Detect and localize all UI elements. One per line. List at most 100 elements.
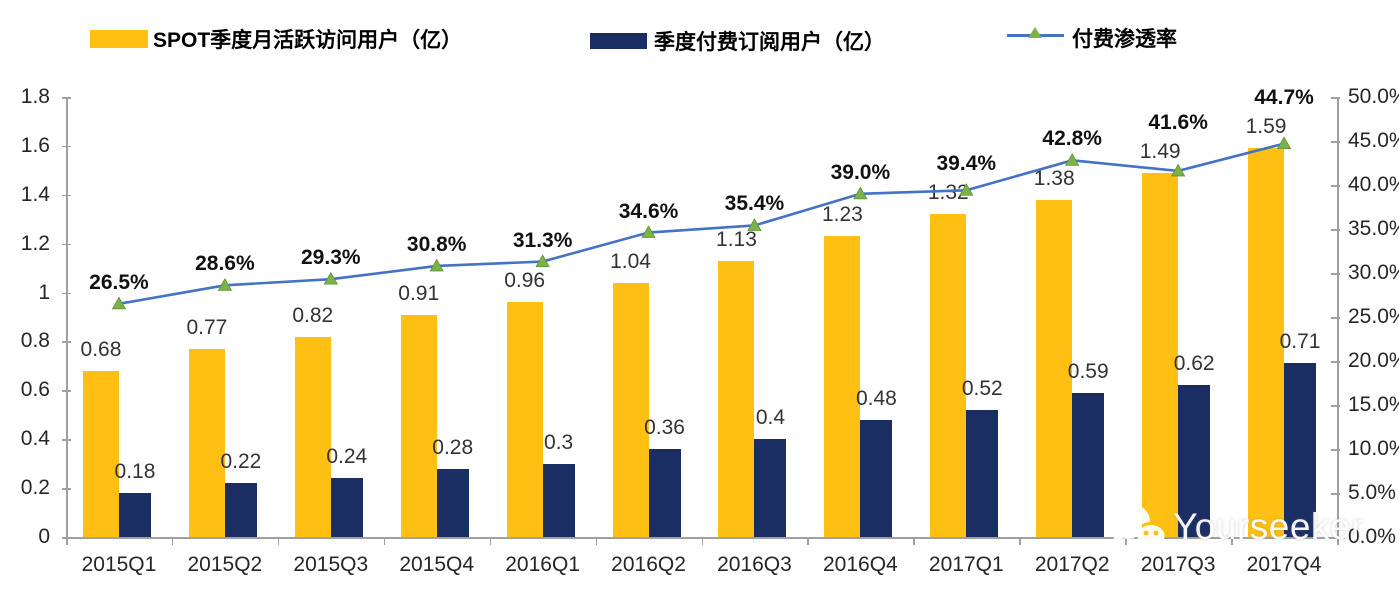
bar-label-mau-2017Q3: 1.49 <box>1139 139 1181 163</box>
line-marker-icon <box>429 258 444 272</box>
line-marker-icon <box>1065 153 1080 166</box>
line-marker-icon <box>323 271 338 285</box>
right-axis-tick <box>1331 317 1340 319</box>
penetration-line <box>118 142 1285 306</box>
x-axis-category-label: 2017Q2 <box>1034 553 1110 576</box>
penetration-label-2015Q4: 30.8% <box>406 232 467 256</box>
penetration-label-2017Q1: 39.4% <box>936 152 997 176</box>
bar-label-mau-2015Q3: 0.82 <box>292 303 334 327</box>
bar-mau-2016Q3 <box>718 260 755 537</box>
bar-subscribers-2016Q3 <box>754 439 787 537</box>
x-axis-category-label: 2016Q4 <box>823 553 898 576</box>
bar-label-subscribers-2015Q1: 0.18 <box>114 460 156 483</box>
left-axis-tick-label: 0.4 <box>20 427 50 451</box>
bar-label-mau-2015Q4: 0.91 <box>398 281 440 305</box>
bottom-axis-tick <box>807 537 809 545</box>
penetration-label-2016Q4: 39.0% <box>830 160 891 184</box>
line-marker-icon <box>217 278 233 291</box>
line-marker-icon <box>747 218 762 231</box>
right-axis-tick <box>1331 493 1340 495</box>
bar-label-subscribers-2016Q4: 0.48 <box>855 386 897 410</box>
bar-label-mau-2016Q3: 1.13 <box>716 227 757 251</box>
bottom-axis-line <box>66 537 1345 539</box>
bar-subscribers-2015Q3 <box>330 478 363 537</box>
bar-mau-2015Q4 <box>400 314 437 537</box>
x-axis-category-label: 2016Q3 <box>717 553 792 576</box>
right-axis-tick <box>1331 273 1340 275</box>
left-axis-tick <box>62 341 71 343</box>
bottom-axis-tick <box>489 537 492 545</box>
bottom-axis-tick <box>277 537 280 545</box>
penetration-label-2015Q3: 29.3% <box>301 246 361 270</box>
legend-triangle-marker-icon <box>1028 27 1042 38</box>
right-axis-tick-label: 20.0% <box>1348 349 1399 372</box>
bar-subscribers-2017Q1 <box>966 409 999 537</box>
bottom-axis-tick <box>383 537 386 545</box>
x-axis-category-label: 2015Q2 <box>187 553 263 576</box>
bar-subscribers-2016Q4 <box>860 419 893 537</box>
line-marker-icon <box>1276 136 1292 150</box>
bar-label-mau-2016Q4: 1.23 <box>821 203 863 227</box>
bar-label-subscribers-2015Q3: 0.24 <box>326 445 368 469</box>
right-axis-tick-label: 25.0% <box>1348 305 1399 328</box>
right-axis-tick-label: 15.0% <box>1348 393 1399 416</box>
bottom-axis-tick <box>171 537 174 545</box>
right-axis-tick-label: 0.0% <box>1348 525 1396 548</box>
legend-label-penetration: 付费渗透率 <box>1072 28 1177 51</box>
penetration-label-2016Q2: 34.6% <box>618 199 679 223</box>
left-axis-tick-label: 0.8 <box>20 329 50 353</box>
bar-label-subscribers-2017Q2: 0.59 <box>1067 359 1109 383</box>
bar-label-mau-2015Q1: 0.68 <box>80 337 122 361</box>
bar-subscribers-2017Q2 <box>1072 392 1105 537</box>
line-marker-icon <box>959 182 974 196</box>
left-axis-tick-label: 1.8 <box>20 85 50 108</box>
right-axis-tick-label: 30.0% <box>1348 261 1399 284</box>
penetration-label-2017Q4: 44.7% <box>1254 86 1314 110</box>
bar-mau-2017Q2 <box>1036 199 1073 537</box>
bar-subscribers-2017Q4 <box>1284 363 1317 537</box>
bar-subscribers-2015Q4 <box>436 468 469 537</box>
legend-item-mau: SPOT季度月活跃访问用户（亿） <box>90 24 462 54</box>
x-axis-category-label: 2016Q2 <box>611 553 686 576</box>
bottom-axis-tick <box>1019 537 1021 545</box>
bar-mau-2017Q4 <box>1248 148 1285 537</box>
legend-swatch-mau <box>90 30 148 48</box>
x-axis-category-label: 2017Q4 <box>1246 553 1322 576</box>
bar-label-subscribers-2017Q1: 0.52 <box>961 376 1003 400</box>
bar-subscribers-2015Q2 <box>224 483 257 537</box>
x-axis-category-label: 2015Q3 <box>293 553 369 576</box>
bottom-axis-tick <box>1337 537 1339 545</box>
penetration-label-2015Q1: 26.5% <box>89 270 149 294</box>
line-marker-icon <box>535 254 550 267</box>
right-axis-tick <box>1331 449 1340 451</box>
left-axis-tick <box>62 243 71 246</box>
penetration-label-2017Q3: 41.6% <box>1148 110 1208 134</box>
right-axis-tick <box>1331 97 1340 99</box>
line-marker-icon <box>641 225 656 238</box>
left-axis-tick <box>62 292 71 295</box>
left-axis-tick-label: 0.6 <box>20 378 50 402</box>
penetration-label-2015Q2: 28.6% <box>195 252 255 276</box>
bar-label-mau-2017Q2: 1.38 <box>1033 166 1075 190</box>
bottom-axis-tick <box>595 537 598 545</box>
x-axis-category-label: 2017Q3 <box>1140 553 1216 576</box>
line-marker-icon <box>111 296 127 310</box>
right-axis-tick-label: 10.0% <box>1348 437 1399 460</box>
left-axis-line <box>66 97 68 537</box>
bar-label-subscribers-2015Q2: 0.22 <box>220 450 262 474</box>
right-axis-tick <box>1331 141 1340 143</box>
left-axis-tick-label: 0 <box>38 525 50 548</box>
penetration-label-2016Q1: 31.3% <box>512 228 573 252</box>
left-axis-tick <box>62 97 71 99</box>
bar-label-mau-2015Q2: 0.77 <box>186 315 228 339</box>
right-axis-tick-label: 40.0% <box>1348 173 1399 196</box>
bar-mau-2015Q1 <box>82 370 119 537</box>
bar-subscribers-2016Q2 <box>648 449 681 537</box>
left-axis-tick-label: 1.4 <box>20 182 50 206</box>
right-axis-tick <box>1331 361 1340 363</box>
right-axis-tick-label: 35.0% <box>1348 217 1399 240</box>
right-axis-tick-label: 45.0% <box>1348 129 1399 152</box>
left-axis-tick-label: 0.2 <box>20 476 50 500</box>
